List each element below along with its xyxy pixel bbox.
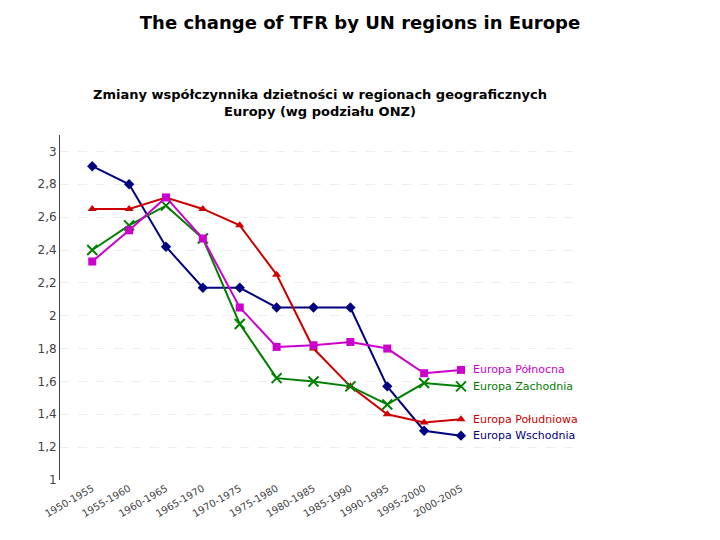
svg-text:2,4: 2,4 <box>38 243 57 257</box>
svg-text:Europa Południowa: Europa Południowa <box>473 413 578 426</box>
svg-text:1975-1980: 1975-1980 <box>227 483 280 520</box>
svg-text:1990-1995: 1990-1995 <box>338 483 391 520</box>
svg-text:1985-1990: 1985-1990 <box>301 483 354 520</box>
svg-text:1970-1975: 1970-1975 <box>191 483 244 520</box>
svg-text:1955-1960: 1955-1960 <box>80 483 133 520</box>
svg-text:1,2: 1,2 <box>38 440 57 454</box>
svg-text:1,8: 1,8 <box>38 342 57 356</box>
svg-text:2,8: 2,8 <box>38 177 57 191</box>
svg-text:2,6: 2,6 <box>38 210 57 224</box>
svg-text:Europa Północna: Europa Północna <box>473 363 565 376</box>
svg-text:1980-1985: 1980-1985 <box>264 483 317 520</box>
svg-text:Zmiany współczynnika dzietnośc: Zmiany współczynnika dzietności w region… <box>93 87 547 119</box>
svg-text:Europa Zachodnia: Europa Zachodnia <box>473 380 573 393</box>
svg-text:1960-1965: 1960-1965 <box>117 483 170 520</box>
svg-text:2: 2 <box>49 309 57 323</box>
svg-text:1965-1970: 1965-1970 <box>154 483 207 520</box>
svg-text:1950-1955: 1950-1955 <box>43 483 96 520</box>
svg-text:3: 3 <box>49 145 57 159</box>
svg-text:2,2: 2,2 <box>38 276 57 290</box>
svg-text:1: 1 <box>49 473 57 487</box>
svg-text:The change of TFR by UN region: The change of TFR by UN regions in Europ… <box>140 12 580 33</box>
svg-text:Europa Wschodnia: Europa Wschodnia <box>473 429 575 442</box>
svg-text:1,6: 1,6 <box>38 375 57 389</box>
svg-text:1,4: 1,4 <box>38 407 57 421</box>
svg-text:1995-2000: 1995-2000 <box>375 483 428 520</box>
svg-text:2000-2005: 2000-2005 <box>412 483 465 520</box>
